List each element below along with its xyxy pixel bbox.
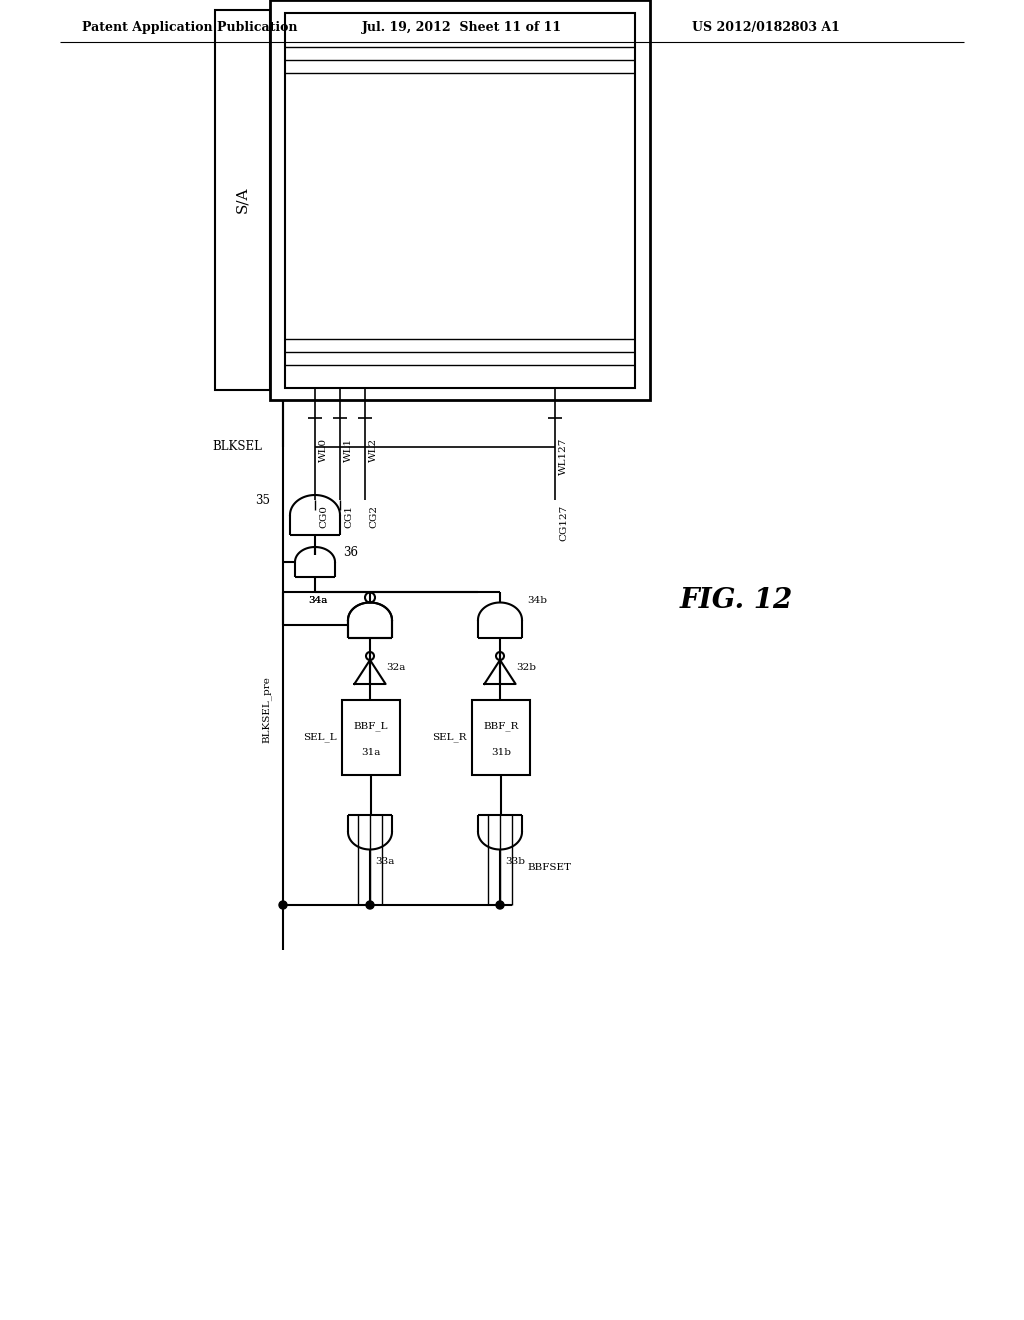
Bar [285, 13, 635, 388]
Text: 34a: 34a [308, 597, 328, 605]
Text: BLKSEL_pre: BLKSEL_pre [261, 677, 271, 743]
Text: WL0: WL0 [319, 438, 328, 462]
Circle shape [279, 902, 287, 909]
Text: Patent Application Publication: Patent Application Publication [82, 21, 298, 33]
Circle shape [496, 902, 504, 909]
Text: 33a: 33a [375, 857, 394, 866]
Text: S/A: S/A [236, 186, 250, 214]
Text: BLKSEL: BLKSEL [212, 441, 262, 454]
Bar [472, 700, 530, 775]
Text: 33b: 33b [505, 857, 525, 866]
Text: 34b: 34b [527, 597, 547, 605]
Text: 31b: 31b [490, 748, 511, 756]
Text: 32b: 32b [516, 664, 536, 672]
Text: SEL_L: SEL_L [303, 733, 337, 742]
Bar [342, 700, 400, 775]
Text: 35: 35 [255, 494, 270, 507]
Text: FIG. 12: FIG. 12 [680, 586, 794, 614]
Text: WL127: WL127 [559, 438, 568, 475]
Text: CG0: CG0 [319, 506, 328, 528]
Text: WL2: WL2 [369, 438, 378, 462]
Text: 34a: 34a [308, 597, 328, 605]
Text: 32a: 32a [386, 664, 406, 672]
Text: BBF_L: BBF_L [353, 722, 388, 731]
Text: SEL_R: SEL_R [432, 733, 467, 742]
Text: BBF_R: BBF_R [483, 722, 519, 731]
Text: CG1: CG1 [344, 506, 353, 528]
Text: Jul. 19, 2012  Sheet 11 of 11: Jul. 19, 2012 Sheet 11 of 11 [362, 21, 562, 33]
Circle shape [366, 902, 374, 909]
Text: US 2012/0182803 A1: US 2012/0182803 A1 [692, 21, 840, 33]
Bar [215, 11, 270, 389]
Text: CG2: CG2 [369, 506, 378, 528]
Text: 36: 36 [343, 545, 358, 558]
Text: BBFSET: BBFSET [527, 863, 571, 873]
Bar [270, 0, 650, 400]
Text: CG127: CG127 [559, 506, 568, 541]
Text: WL1: WL1 [344, 438, 353, 462]
Text: 31a: 31a [361, 748, 381, 756]
